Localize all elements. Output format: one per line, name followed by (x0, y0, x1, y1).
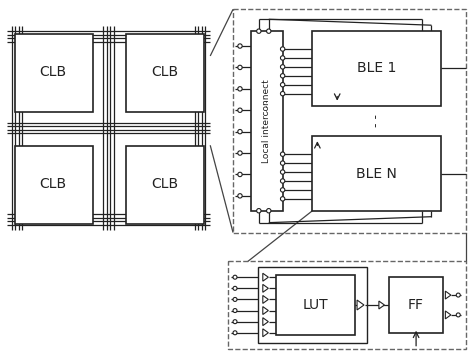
Bar (312, 31, 441, 105)
Circle shape (233, 297, 237, 301)
Bar (15, 146, 92, 224)
Circle shape (456, 313, 460, 317)
Text: FF: FF (408, 298, 424, 312)
Polygon shape (263, 307, 268, 315)
Circle shape (281, 170, 285, 174)
Text: BLE 1: BLE 1 (357, 61, 397, 75)
Polygon shape (263, 273, 268, 281)
Text: - -: - - (370, 114, 383, 127)
Circle shape (233, 320, 237, 324)
Text: CLB: CLB (39, 177, 66, 191)
Circle shape (281, 56, 285, 60)
Circle shape (281, 47, 285, 51)
Circle shape (456, 293, 460, 297)
Bar (258, 267, 367, 343)
Circle shape (233, 308, 237, 312)
Circle shape (281, 197, 285, 201)
Text: CLB: CLB (39, 65, 66, 79)
Text: CLB: CLB (151, 65, 178, 79)
Circle shape (233, 331, 237, 335)
Bar (233, 9, 466, 233)
Circle shape (281, 161, 285, 165)
Circle shape (281, 83, 285, 87)
Text: - - -: - - - (264, 100, 270, 112)
Circle shape (238, 151, 242, 155)
Text: BLE N: BLE N (356, 166, 397, 181)
Circle shape (256, 29, 261, 33)
Circle shape (266, 208, 271, 213)
Text: Local interconnect: Local interconnect (262, 79, 271, 163)
Circle shape (238, 172, 242, 177)
Circle shape (281, 92, 285, 96)
Polygon shape (263, 295, 268, 304)
Circle shape (238, 65, 242, 70)
Bar (251, 31, 283, 211)
Circle shape (256, 208, 261, 213)
Bar (127, 146, 204, 224)
Bar (15, 34, 92, 112)
Text: LUT: LUT (302, 298, 328, 312)
Circle shape (281, 73, 285, 78)
Polygon shape (263, 284, 268, 292)
Polygon shape (446, 291, 451, 299)
Polygon shape (263, 318, 268, 326)
Bar (312, 136, 441, 211)
Bar (228, 261, 466, 349)
Bar (127, 34, 204, 112)
Circle shape (233, 275, 237, 279)
Bar (276, 275, 355, 335)
Circle shape (281, 152, 285, 156)
Circle shape (238, 194, 242, 198)
Circle shape (281, 188, 285, 192)
Polygon shape (263, 329, 268, 337)
Circle shape (238, 44, 242, 48)
Text: CLB: CLB (151, 177, 178, 191)
Circle shape (281, 179, 285, 183)
Circle shape (281, 65, 285, 69)
Circle shape (238, 108, 242, 113)
Circle shape (266, 29, 271, 33)
Circle shape (238, 87, 242, 91)
Polygon shape (446, 311, 451, 319)
Circle shape (238, 130, 242, 134)
Bar (389, 277, 443, 333)
Circle shape (233, 286, 237, 290)
Polygon shape (379, 301, 384, 309)
Polygon shape (357, 300, 364, 310)
